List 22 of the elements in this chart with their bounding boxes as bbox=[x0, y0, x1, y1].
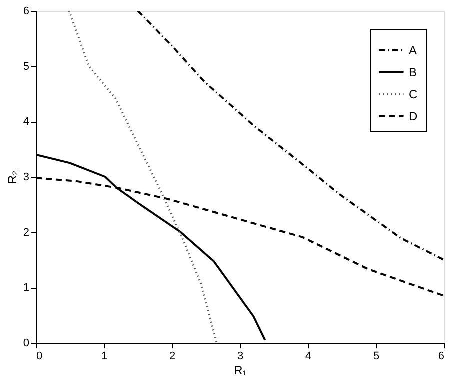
y-tick-label: 2 bbox=[23, 226, 30, 239]
x-axis-title: R₁ bbox=[234, 364, 247, 378]
y-tick-label: 0 bbox=[23, 338, 30, 350]
x-tick-label: 1 bbox=[101, 350, 108, 362]
line-series bbox=[137, 11, 444, 261]
y-tick-label: 3 bbox=[23, 172, 30, 184]
y-tick-label: 6 bbox=[23, 6, 30, 18]
y-tick-label: 4 bbox=[23, 116, 30, 128]
y-axis-title: R₂ bbox=[5, 170, 20, 184]
legend-label: A bbox=[409, 44, 418, 58]
legend-label: B bbox=[409, 66, 418, 80]
y-tick-label: 5 bbox=[23, 60, 30, 73]
x-tick-label: 6 bbox=[438, 350, 444, 362]
x-tick-label: 2 bbox=[169, 350, 176, 362]
y-tick-label: 1 bbox=[23, 282, 30, 294]
x-tick-label: 0 bbox=[36, 350, 43, 362]
x-tick-label: 3 bbox=[237, 350, 244, 362]
x-tick-label: 4 bbox=[305, 350, 312, 362]
x-tick-label: 5 bbox=[373, 350, 380, 362]
legend-label: C bbox=[409, 88, 418, 102]
line-series bbox=[68, 11, 218, 343]
legend-label: D bbox=[409, 110, 418, 124]
